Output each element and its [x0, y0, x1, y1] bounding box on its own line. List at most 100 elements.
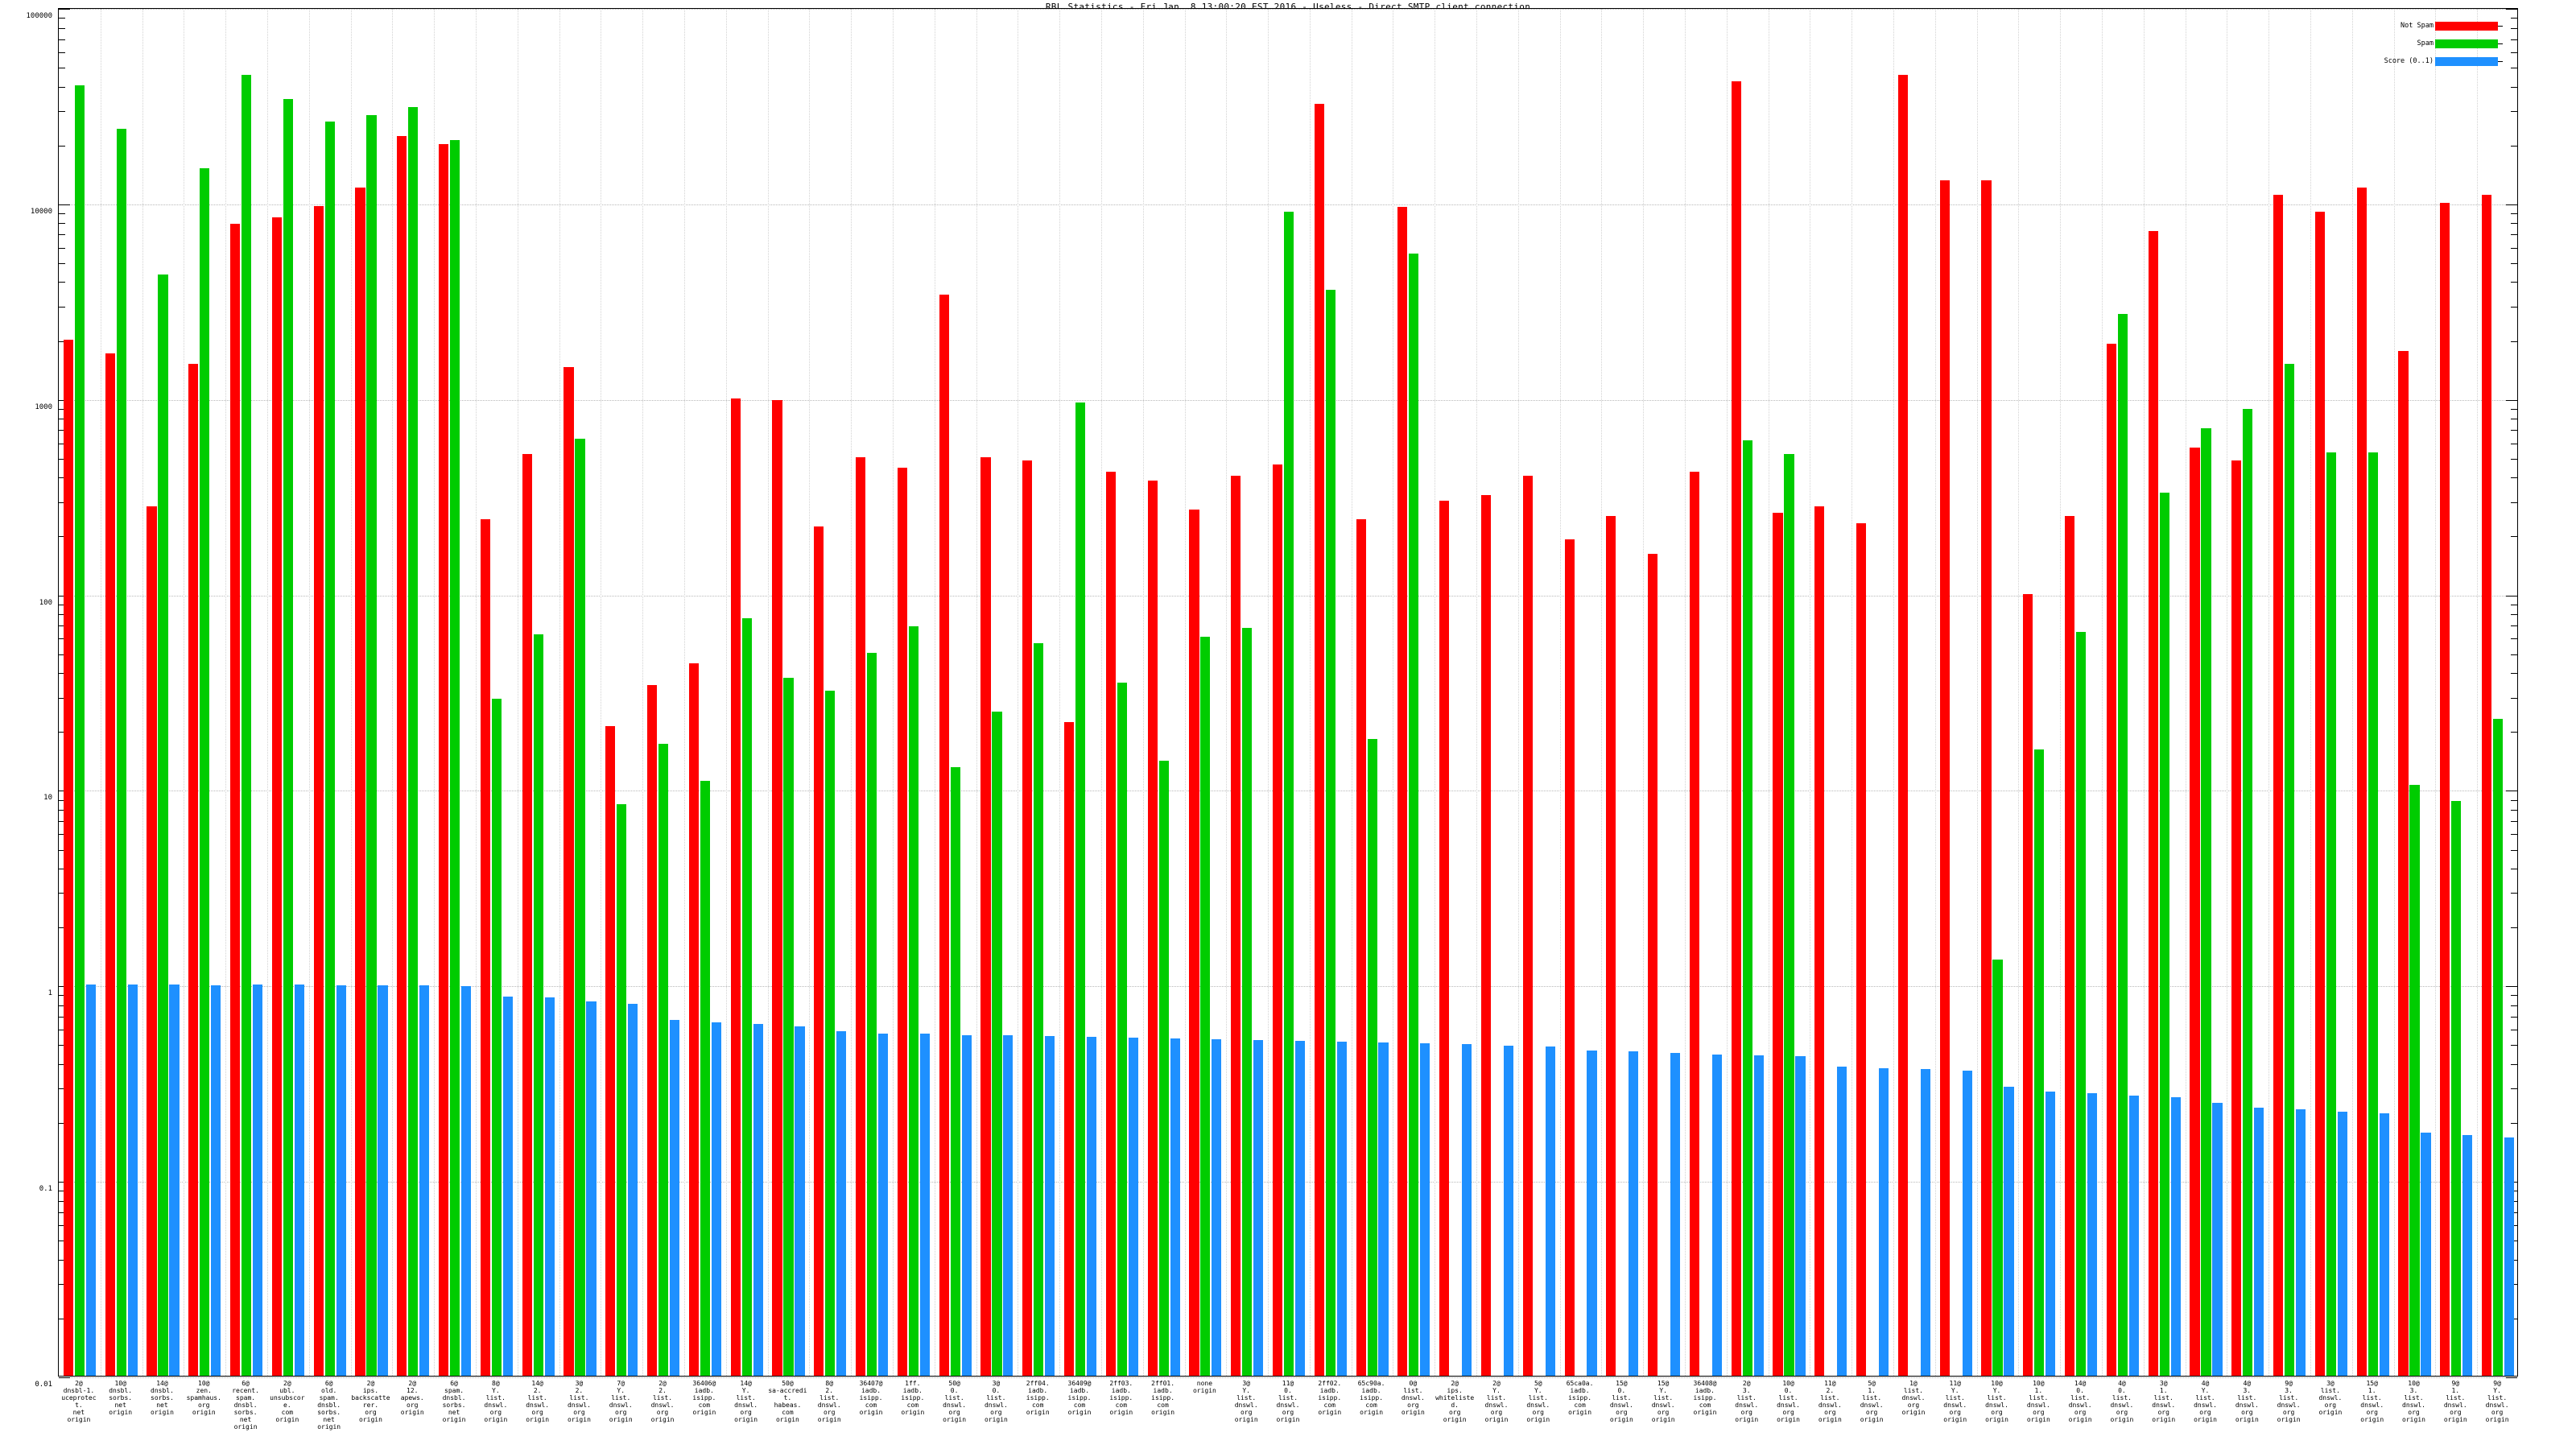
y-axis-tick [2506, 595, 2517, 597]
y-axis-minor-tick [59, 282, 65, 283]
bar-not_spam [772, 399, 782, 1376]
x-axis-tick-label: 14@ 0. list. dnswl. org origin [2068, 1380, 2092, 1423]
y-axis-minor-tick [2511, 625, 2517, 627]
bar-not_spam [605, 726, 616, 1376]
y-axis-minor-tick [59, 1284, 65, 1286]
y-axis-minor-tick [2511, 213, 2517, 214]
y-axis-tick [2506, 986, 2517, 988]
bar-spam [1409, 253, 1419, 1376]
bar-not_spam [1356, 519, 1366, 1376]
bar-score [877, 1033, 889, 1376]
bar-not_spam [1981, 180, 1992, 1376]
y-axis-minor-tick [2511, 52, 2517, 53]
plot-area: Not Spam Spam Score (0..1) [58, 8, 2518, 1378]
y-axis-minor-tick [2511, 223, 2517, 225]
bar-score [502, 996, 513, 1376]
x-axis-tick-label: 36409@ iadb. isipp. com origin [1067, 1380, 1092, 1416]
bar-not_spam [730, 398, 741, 1376]
bar-score [2087, 1092, 2098, 1376]
y-axis-minor-tick [2511, 262, 2517, 264]
y-axis-tick-label: 1000 [35, 402, 52, 411]
y-axis-minor-tick [2511, 1005, 2517, 1006]
x-axis-tick-label: 36408@ iadb. isipp. com origin [1693, 1380, 1717, 1416]
x-axis-tick-label: 9@ 3. list. dnswl. org origin [2277, 1380, 2301, 1423]
bar-score [1086, 1037, 1097, 1376]
x-axis-tick-label: 4@ Y. list. dnswl. org origin [2194, 1380, 2217, 1423]
bar-score [836, 1030, 847, 1376]
legend-item-not-spam[interactable]: Not Spam [2353, 20, 2503, 33]
x-axis-tick-label: 10@ 1. list. dnswl. org origin [2026, 1380, 2050, 1423]
bar-spam [992, 711, 1002, 1376]
legend-item-score[interactable]: Score (0..1) [2353, 56, 2503, 68]
x-axis-tick-label: 8@ 2. list. dnswl. org origin [817, 1380, 841, 1423]
bar-not_spam [1939, 180, 1950, 1376]
y-axis-minor-tick [59, 1063, 65, 1065]
bar-spam [2493, 718, 2504, 1376]
y-axis-minor-tick [59, 1225, 65, 1227]
y-axis-minor-tick [59, 27, 65, 29]
y-axis-minor-tick [59, 732, 65, 733]
legend-tail-line [2498, 26, 2503, 27]
bar-score [2128, 1096, 2139, 1376]
bar-not_spam [2273, 194, 2284, 1376]
bar-not_spam [2440, 202, 2450, 1376]
bar-score [211, 985, 221, 1376]
bar-score [294, 985, 304, 1376]
bar-score [378, 985, 388, 1376]
y-axis-minor-tick [59, 673, 65, 675]
y-axis-minor-tick [59, 247, 65, 249]
legend-tail-line [2498, 43, 2503, 44]
y-axis-minor-tick [2511, 282, 2517, 283]
y-axis-minor-tick [59, 213, 65, 214]
bar-score [711, 1022, 721, 1376]
y-axis-tick [2506, 9, 2517, 10]
bar-spam [1034, 642, 1044, 1376]
y-axis-minor-tick [2511, 1016, 2517, 1018]
x-axis-tick-label: 10@ Y. list. dnswl. org origin [1985, 1380, 2008, 1423]
x-axis-tick-label: 15@ Y. list. dnswl. org origin [1651, 1380, 1675, 1423]
bar-spam [408, 106, 419, 1376]
x-axis-tick-label: 11@ Y. list. dnswl. org origin [1943, 1380, 1967, 1423]
y-axis-tick-label: 0.1 [39, 1185, 52, 1194]
bar-not_spam [1773, 512, 1783, 1376]
y-axis-minor-tick [2511, 430, 2517, 431]
bar-not_spam [1231, 476, 1241, 1376]
x-axis-tick-label: 2@ ips. backscatterer. org origin [351, 1380, 390, 1423]
x-axis-tick-label: 2@ 12. apews. org origin [400, 1380, 424, 1416]
y-axis-minor-tick [59, 408, 65, 410]
legend-swatch-score [2435, 57, 2498, 66]
bar-spam [1242, 627, 1253, 1376]
bars-container [59, 9, 2517, 1376]
x-axis-tick-label: 9@ 1. list. dnswl. org origin [2443, 1380, 2467, 1423]
bar-not_spam [105, 353, 115, 1376]
y-axis-minor-tick [2511, 502, 2517, 503]
bar-score [460, 985, 472, 1376]
x-axis-tick-label: 15@ 1. list. dnswl. org origin [2360, 1380, 2384, 1423]
legend-item-spam[interactable]: Spam [2353, 38, 2503, 51]
y-axis-minor-tick [59, 430, 65, 431]
y-axis-minor-tick [59, 1212, 65, 1213]
x-axis-tick-label: 65c90a. iadb. isipp. com origin [1357, 1380, 1385, 1416]
x-axis-tick-label: 3@ 1. list. dnswl. org origin [2152, 1380, 2176, 1423]
bar-spam [1117, 683, 1127, 1376]
bar-not_spam [2148, 230, 2158, 1376]
bar-spam [241, 75, 252, 1376]
bar-score [1128, 1038, 1138, 1376]
bar-score [1336, 1042, 1347, 1376]
y-axis-minor-tick [59, 995, 65, 997]
bar-spam [2243, 409, 2253, 1376]
bar-not_spam [63, 339, 73, 1376]
y-axis-minor-tick [2511, 145, 2517, 147]
bar-spam [700, 781, 710, 1376]
y-axis-minor-tick [2511, 408, 2517, 410]
bar-not_spam [646, 685, 658, 1376]
x-axis-tick-label: 14@ Y. list. dnswl. org origin [734, 1380, 758, 1423]
bar-spam [1283, 211, 1294, 1376]
bar-score [1587, 1051, 1597, 1376]
bar-score [919, 1034, 930, 1376]
bar-score [1045, 1036, 1055, 1376]
legend-label: Not Spam [2401, 22, 2434, 30]
y-axis-minor-tick [59, 1045, 65, 1046]
y-axis-minor-tick [2511, 809, 2517, 811]
